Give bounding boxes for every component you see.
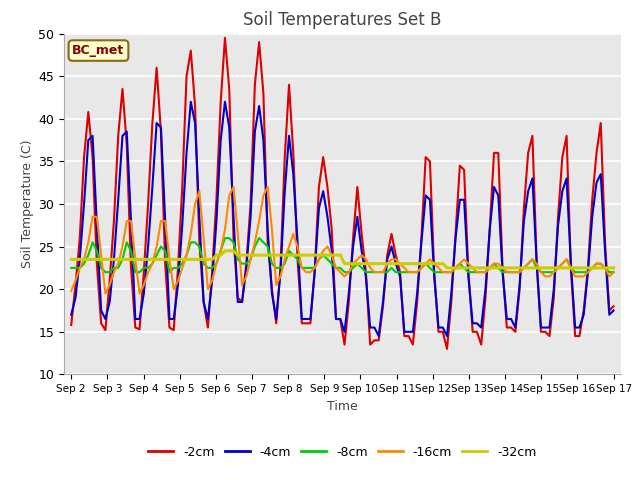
-32cm xyxy=(273,252,280,258)
-4cm xyxy=(353,214,361,220)
-32cm xyxy=(221,248,229,254)
-4cm xyxy=(294,240,301,245)
-2cm xyxy=(294,256,301,262)
-16cm xyxy=(276,274,284,279)
Y-axis label: Soil Temperature (C): Soil Temperature (C) xyxy=(21,140,34,268)
Legend: -2cm, -4cm, -8cm, -16cm, -32cm: -2cm, -4cm, -8cm, -16cm, -32cm xyxy=(143,441,541,464)
-4cm xyxy=(204,316,212,322)
-8cm xyxy=(593,261,600,266)
-2cm xyxy=(273,321,280,326)
-8cm xyxy=(610,269,618,275)
-2cm xyxy=(541,329,549,335)
-2cm xyxy=(593,150,600,156)
-2cm xyxy=(610,303,618,309)
-16cm xyxy=(102,290,109,296)
-32cm xyxy=(610,265,618,271)
Line: -2cm: -2cm xyxy=(71,38,614,349)
-16cm xyxy=(204,286,212,292)
-32cm xyxy=(294,252,301,258)
-8cm xyxy=(541,269,549,275)
-32cm xyxy=(67,256,75,262)
Title: Soil Temperatures Set B: Soil Temperatures Set B xyxy=(243,11,442,29)
-4cm xyxy=(610,308,618,313)
-32cm xyxy=(541,265,549,271)
-8cm xyxy=(221,235,229,241)
X-axis label: Time: Time xyxy=(327,400,358,413)
-8cm xyxy=(358,265,365,271)
-32cm xyxy=(443,265,451,271)
-4cm xyxy=(375,333,383,339)
Line: -8cm: -8cm xyxy=(71,238,614,272)
Line: -32cm: -32cm xyxy=(71,251,614,268)
-2cm xyxy=(200,299,207,305)
-8cm xyxy=(204,265,212,271)
-4cm xyxy=(593,180,600,186)
-8cm xyxy=(298,265,306,271)
-4cm xyxy=(273,316,280,322)
-16cm xyxy=(593,261,600,266)
-4cm xyxy=(541,324,549,330)
-8cm xyxy=(102,269,109,275)
-4cm xyxy=(67,312,75,318)
-2cm xyxy=(221,35,229,41)
-16cm xyxy=(541,274,549,279)
-16cm xyxy=(67,288,75,294)
-16cm xyxy=(610,269,618,275)
-2cm xyxy=(443,346,451,352)
-4cm xyxy=(187,99,195,105)
-16cm xyxy=(298,265,306,271)
Line: -4cm: -4cm xyxy=(71,102,614,336)
-2cm xyxy=(353,184,361,190)
-32cm xyxy=(593,265,600,271)
-32cm xyxy=(200,256,207,262)
-8cm xyxy=(276,265,284,271)
-8cm xyxy=(67,265,75,271)
Line: -16cm: -16cm xyxy=(71,187,614,293)
-16cm xyxy=(230,184,237,190)
-16cm xyxy=(358,252,365,258)
-2cm xyxy=(67,322,75,328)
-32cm xyxy=(353,261,361,266)
Text: BC_met: BC_met xyxy=(72,44,125,57)
